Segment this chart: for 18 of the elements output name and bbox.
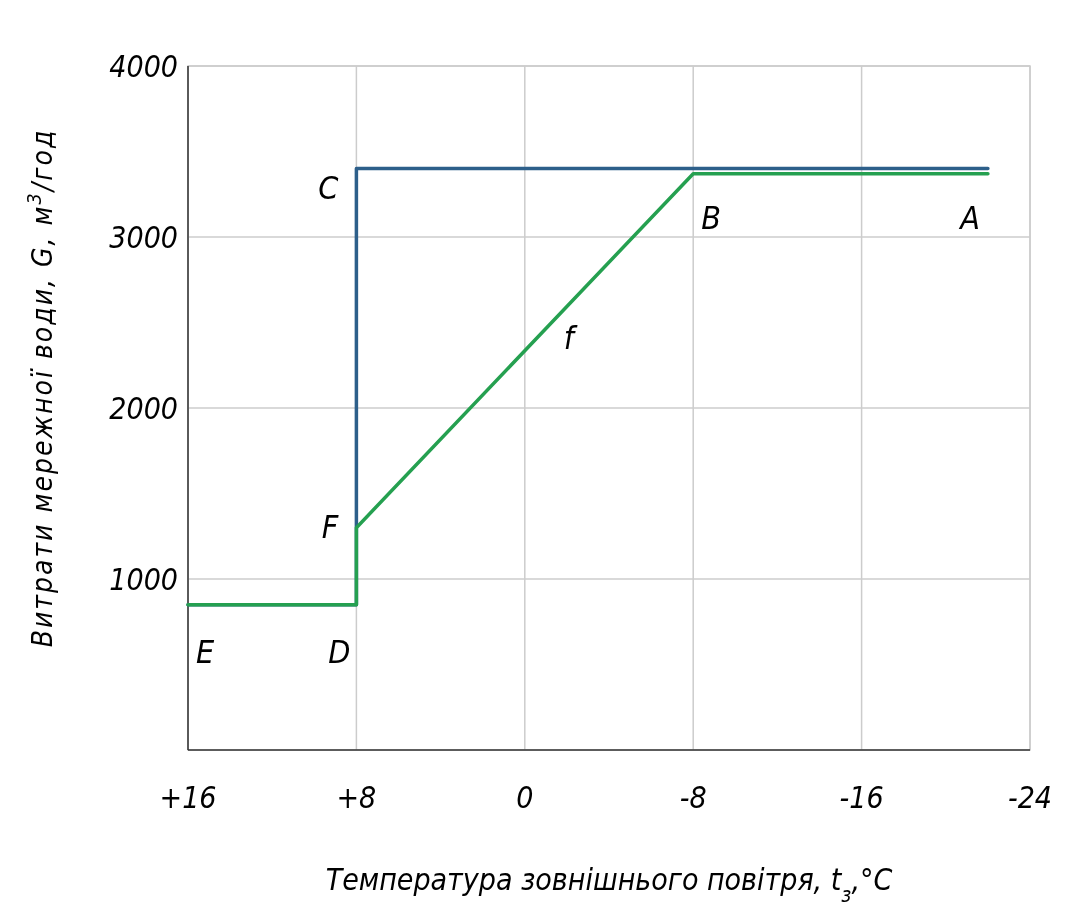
annotation: C — [318, 168, 340, 207]
x-tick-label: +8 — [336, 780, 377, 815]
annotation: B — [701, 198, 721, 237]
x-tick-label: -24 — [1007, 780, 1053, 815]
x-tick-label: +16 — [159, 780, 217, 815]
y-tick-label: 3000 — [109, 220, 178, 255]
x-axis-title: Температура зовнішнього повітря, t$_{з}$,°C — [325, 862, 893, 907]
y-tick-label: 1000 — [109, 562, 178, 597]
annotation: f — [563, 319, 578, 358]
annotation: D — [328, 632, 351, 671]
y-tick-label: 4000 — [109, 49, 178, 84]
annotation: E — [196, 632, 215, 671]
annotation: F — [321, 507, 339, 546]
x-tick-label: -8 — [679, 780, 707, 815]
annotation: A — [958, 198, 980, 237]
x-tick-label: -16 — [839, 780, 884, 815]
x-tick-label: 0 — [516, 780, 534, 815]
y-tick-label: 2000 — [109, 391, 178, 426]
